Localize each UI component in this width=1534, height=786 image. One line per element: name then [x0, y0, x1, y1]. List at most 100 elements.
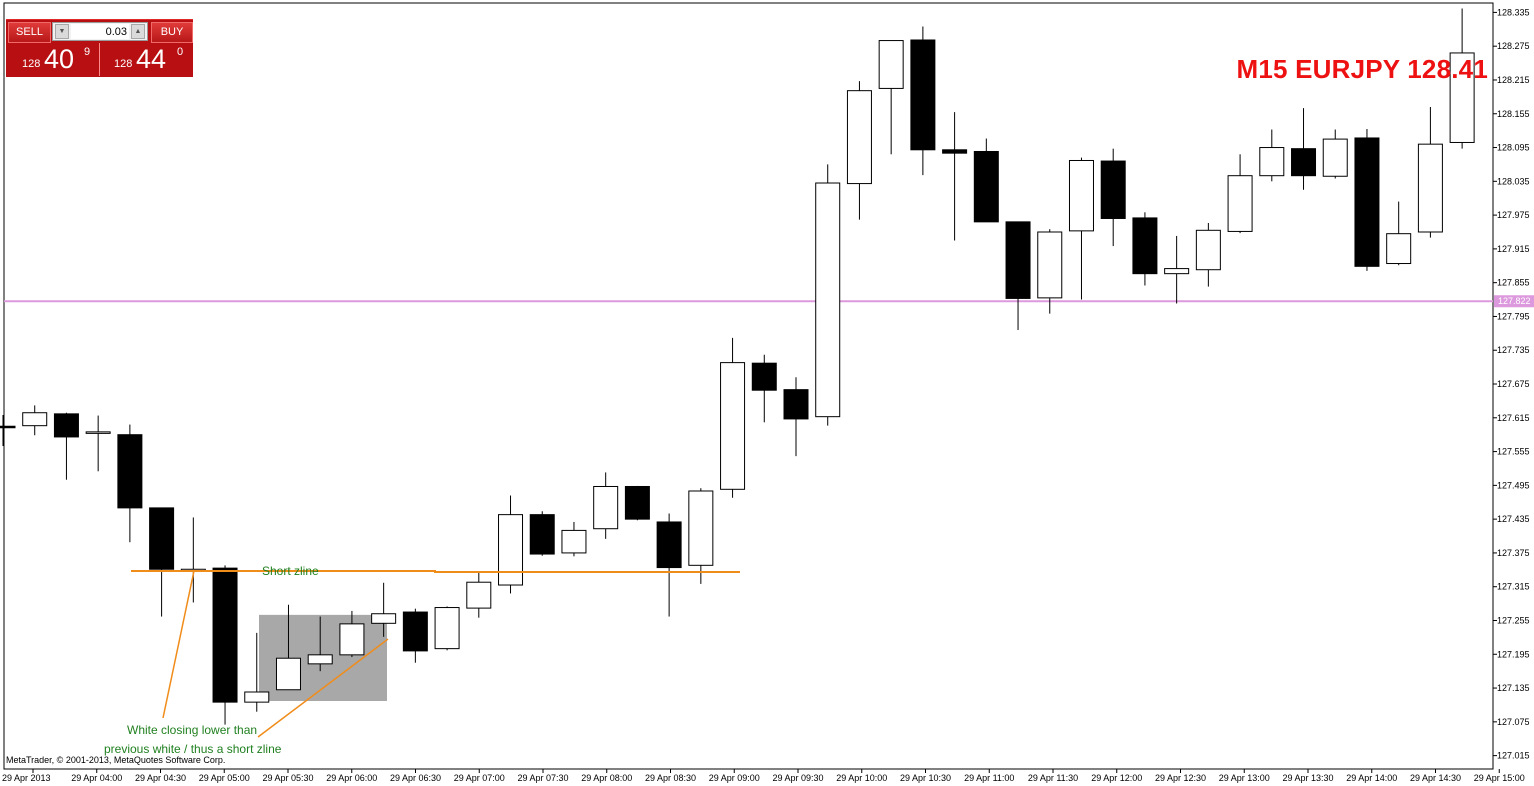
candle-body[interactable] [878, 40, 904, 89]
x-tick-label: 29 Apr 15:00 [1474, 773, 1525, 783]
sell-price-pips: 40 [44, 44, 75, 74]
buy-button[interactable]: BUY [151, 22, 193, 43]
candle-body[interactable] [53, 413, 79, 438]
candle-body[interactable] [1386, 233, 1412, 265]
buy-price-prefix: 128 [114, 58, 133, 70]
candle-body[interactable] [22, 412, 48, 427]
candle-body[interactable] [720, 362, 746, 490]
candle-body[interactable] [1195, 229, 1221, 271]
candle-body[interactable] [783, 389, 809, 420]
x-tick-label: 29 Apr 14:30 [1410, 773, 1461, 783]
candle-body[interactable] [307, 654, 333, 665]
x-tick-label: 29 Apr 10:30 [900, 773, 951, 783]
plot-area [3, 2, 1494, 770]
candle-body[interactable] [275, 657, 301, 691]
candle-body[interactable] [624, 485, 650, 520]
candle-body[interactable] [117, 434, 143, 509]
candle-body[interactable] [402, 611, 428, 652]
candle-body[interactable] [751, 362, 777, 391]
x-tick-label: 29 Apr 05:00 [199, 773, 250, 783]
candle-body[interactable] [1354, 137, 1380, 267]
annotation-note-line-2: previous white / thus a short zline [104, 742, 282, 756]
x-tick-label: 29 Apr 08:30 [645, 773, 696, 783]
candle-body[interactable] [85, 431, 111, 434]
y-tick-label: 127.015 [1497, 751, 1530, 761]
y-tick-label: 127.135 [1497, 683, 1530, 693]
y-tick-label: 128.215 [1497, 75, 1530, 85]
candle-body[interactable] [529, 514, 555, 555]
candle-body[interactable] [1417, 143, 1443, 233]
candle-body[interactable] [1132, 217, 1158, 275]
candle-body[interactable] [688, 490, 714, 566]
candle-body[interactable] [1259, 147, 1285, 177]
candle-body[interactable] [973, 150, 999, 223]
annotation-note-line-1: White closing lower than [127, 723, 257, 737]
x-tick-label: 29 Apr 12:00 [1091, 773, 1142, 783]
candle-body[interactable] [942, 149, 968, 154]
candle-body[interactable] [434, 607, 460, 650]
lot-decrease-icon[interactable]: ▼ [55, 24, 69, 39]
y-tick-label: 127.795 [1497, 311, 1530, 321]
y-tick-label: 127.555 [1497, 447, 1530, 457]
sell-price-display[interactable]: 128 40 9 [8, 43, 99, 76]
x-tick-label: 29 Apr 13:30 [1282, 773, 1333, 783]
y-tick-label: 127.195 [1497, 649, 1530, 659]
y-tick-label: 128.335 [1497, 7, 1530, 17]
y-tick-label: 127.495 [1497, 480, 1530, 490]
candle-body[interactable] [1068, 159, 1094, 232]
candle-body[interactable] [656, 521, 682, 569]
candle-body[interactable] [212, 567, 238, 703]
candle-body[interactable] [1164, 268, 1190, 275]
sell-price-fraction: 9 [84, 46, 91, 58]
candle-body[interactable] [339, 623, 365, 656]
lot-size-stepper[interactable]: ▼ ▲ [52, 22, 148, 41]
annotation-pointer-line [162, 570, 195, 719]
sell-button[interactable]: SELL [8, 22, 51, 43]
candle-body[interactable] [371, 613, 397, 624]
candle-body[interactable] [498, 514, 524, 586]
candle-body[interactable] [1037, 231, 1063, 299]
y-tick-label: 127.855 [1497, 278, 1530, 288]
y-tick-label: 127.975 [1497, 210, 1530, 220]
x-tick-label: 29 Apr 04:30 [135, 773, 186, 783]
annotation-pointer-line [257, 638, 389, 738]
candle-body[interactable] [593, 485, 619, 530]
candle-body[interactable] [1322, 138, 1348, 177]
candle-body[interactable] [1227, 175, 1253, 232]
candle-body[interactable] [910, 39, 936, 151]
candle-body[interactable] [846, 90, 872, 185]
candle-body[interactable] [561, 529, 587, 554]
x-tick-label: 29 Apr 09:30 [772, 773, 823, 783]
candle-body[interactable] [815, 182, 841, 418]
candle-body[interactable] [1100, 160, 1126, 219]
x-tick-label: 29 Apr 12:30 [1155, 773, 1206, 783]
sell-price-prefix: 128 [22, 58, 41, 70]
x-tick-label: 29 Apr 11:00 [964, 773, 1014, 783]
y-tick-label: 127.435 [1497, 514, 1530, 524]
candle-body[interactable] [149, 507, 175, 570]
candle-body[interactable] [1449, 52, 1475, 143]
y-tick-label: 127.735 [1497, 345, 1530, 355]
price-line-label: 127.822 [1498, 296, 1531, 306]
y-tick-label: 127.255 [1497, 615, 1530, 625]
candle-body[interactable] [1291, 148, 1317, 177]
x-tick-label: 29 Apr 14:00 [1346, 773, 1397, 783]
y-tick-label: 128.035 [1497, 176, 1530, 186]
short-zline[interactable] [131, 569, 740, 573]
candle-body[interactable] [0, 425, 16, 429]
x-tick-label: 29 Apr 07:30 [517, 773, 568, 783]
x-tick-label: 29 Apr 05:30 [262, 773, 313, 783]
candle-body[interactable] [466, 581, 492, 609]
candle-body[interactable] [244, 691, 270, 703]
buy-price-display[interactable]: 128 44 0 [102, 43, 193, 76]
x-tick-label: 29 Apr 06:30 [390, 773, 441, 783]
y-tick-label: 127.075 [1497, 717, 1530, 727]
x-tick-label: 29 Apr 06:00 [326, 773, 377, 783]
lot-increase-icon[interactable]: ▲ [131, 24, 145, 39]
y-tick-label: 127.915 [1497, 244, 1530, 254]
lot-size-input[interactable] [71, 24, 129, 39]
y-tick-label: 128.275 [1497, 41, 1530, 51]
candle-body[interactable] [1005, 221, 1031, 299]
buy-price-fraction: 0 [177, 46, 184, 58]
